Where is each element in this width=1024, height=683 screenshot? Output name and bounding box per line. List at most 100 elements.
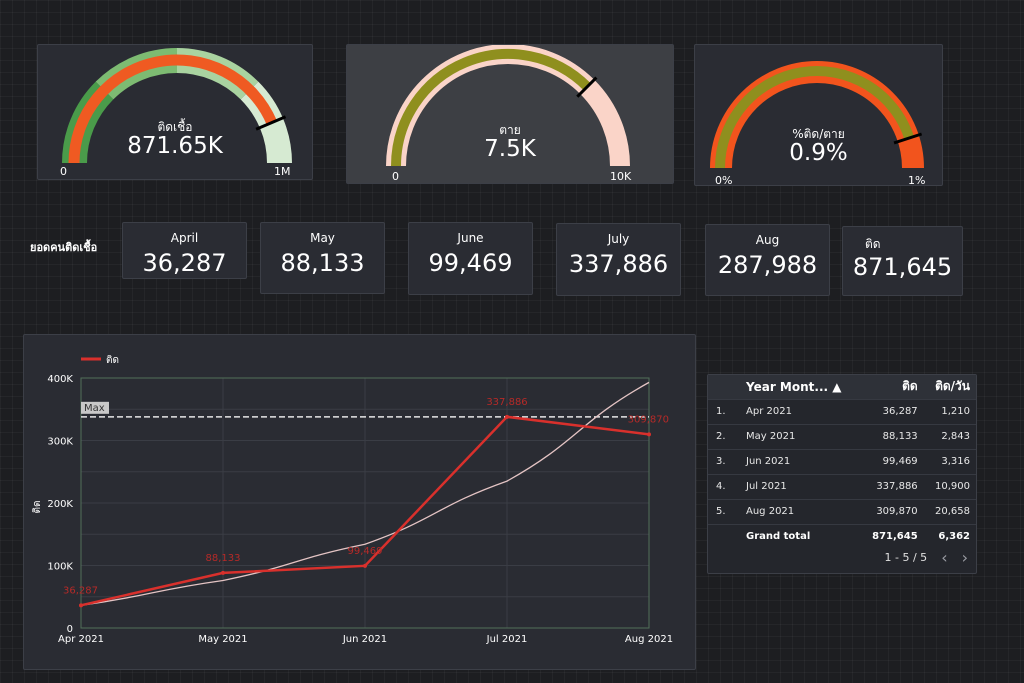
row-month: Apr 2021: [740, 398, 860, 424]
data-point[interactable]: [505, 414, 509, 419]
gauge-infected-label: ติดเชื้อ: [157, 120, 193, 134]
kpi-value: 337,886: [568, 250, 669, 278]
data-label: 36,287: [63, 585, 98, 596]
total-label: Grand total: [740, 523, 860, 549]
x-tick-label: Jun 2021: [342, 634, 387, 645]
gauge-card-death-rate: %ติด/ตาย 0.9% 0% 1%: [694, 44, 943, 186]
data-point[interactable]: [363, 563, 367, 568]
table-row: 5. Aug 2021 309,870 20,658: [708, 498, 976, 524]
data-label: 99,469: [348, 546, 383, 557]
gauge-infected-max: 1M: [274, 165, 291, 178]
kpi-value: 871,645: [852, 253, 953, 281]
data-point[interactable]: [221, 570, 225, 575]
row-index: 4.: [708, 473, 740, 499]
kpi-card-may: May 88,133: [260, 222, 385, 294]
gauge-deaths-value: 7.5K: [484, 136, 536, 162]
row-cases: 88,133: [859, 423, 924, 449]
table-header-per-day[interactable]: ติด/วัน: [923, 375, 976, 399]
row-per-day: 1,210: [923, 398, 976, 424]
table-row: 4. Jul 2021 337,886 10,900: [708, 473, 976, 499]
gauge-deaths: [386, 45, 630, 167]
pagination-text: 1 - 5 / 5: [884, 551, 928, 564]
kpi-card-june: June 99,469: [408, 222, 533, 295]
total-cases: 871,645: [859, 523, 924, 549]
gauge-infected-min: 0: [60, 165, 67, 178]
table-row: 1. Apr 2021 36,287 1,210: [708, 398, 976, 424]
row-per-day: 10,900: [923, 473, 976, 499]
gauge-card-deaths: ตาย 7.5K 0 10K: [346, 44, 674, 184]
table-row: 2. May 2021 88,133 2,843: [708, 423, 976, 449]
kpi-label: May: [310, 231, 335, 245]
gauge-infected: [62, 48, 292, 164]
table-header-row: Year Mont... ▲ ติด ติด/วัน: [708, 375, 976, 399]
row-per-day: 2,843: [923, 423, 976, 449]
y-tick-label: 300K: [47, 437, 73, 448]
data-label: 337,886: [486, 397, 527, 408]
kpi-label: April: [170, 231, 199, 245]
x-tick-label: Aug 2021: [625, 634, 673, 645]
row-month: May 2021: [740, 423, 860, 449]
kpi-card-total: ติด 871,645: [842, 226, 963, 296]
gauge-progress-bar: [391, 49, 591, 167]
row-index: 3.: [708, 448, 740, 474]
kpi-label: Aug: [755, 233, 780, 247]
total-per-day: 6,362: [923, 523, 976, 549]
line-chart: 0 100K 200K 300K 400K Apr 2021 May 2021 Jun 202…: [32, 355, 673, 645]
legend-label: ติด: [106, 355, 119, 366]
gauge-death-rate: [710, 61, 924, 169]
gauge-deaths-label: ตาย: [499, 123, 521, 137]
kpi-value: 287,988: [717, 251, 818, 279]
table-row: 3. Jun 2021 99,469 3,316: [708, 448, 976, 474]
y-tick-label: 400K: [47, 374, 73, 385]
prev-page-button[interactable]: ‹: [941, 548, 948, 567]
monthly-table-card: Year Mont... ▲ ติด ติด/วัน 1. Apr 2021 3…: [707, 374, 977, 574]
data-label: 309,870: [628, 414, 669, 425]
table-header-month[interactable]: Year Mont... ▲: [740, 375, 860, 399]
row-cases: 36,287: [859, 398, 924, 424]
next-page-button[interactable]: ›: [961, 548, 968, 567]
row-per-day: 20,658: [923, 498, 976, 524]
line-chart-card: 0 100K 200K 300K 400K Apr 2021 May 2021 Jun 202…: [23, 334, 696, 670]
x-tick-label: Jul 2021: [486, 634, 528, 645]
gauge-target-marker: [576, 76, 598, 98]
row-cases: 337,886: [859, 473, 924, 499]
kpi-value: 36,287: [142, 249, 227, 277]
row-month: Aug 2021: [740, 498, 860, 524]
data-point[interactable]: [647, 432, 651, 437]
table-total-row: Grand total 871,645 6,362: [708, 523, 976, 549]
x-tick-label: May 2021: [198, 634, 247, 645]
monthly-table: Year Mont... ▲ ติด ติด/วัน 1. Apr 2021 3…: [708, 375, 976, 549]
table-header-index: [708, 375, 740, 399]
kpi-label: July: [607, 232, 630, 246]
chart-legend: ติด: [81, 355, 119, 366]
chart-marks: Max 36,287 88,133 99,469 337,886 309,870: [63, 381, 669, 608]
plot-area-border: [80, 377, 650, 629]
gauge-death-rate-min: 0%: [715, 174, 733, 186]
max-reference-label-bg: [81, 401, 109, 414]
gauge-card-infected: ติดเชื้อ 871.65K 0 1M: [37, 44, 313, 180]
gauge-death-rate-value: 0.9%: [789, 140, 848, 166]
data-label: 88,133: [206, 553, 241, 564]
kpi-value: 88,133: [280, 249, 365, 277]
y-tick-label: 200K: [47, 499, 73, 510]
gauge-death-rate-max: 1%: [908, 174, 926, 186]
chart-grid: 0 100K 200K 300K 400K Apr 2021 May 2021 Jun 202…: [47, 374, 673, 645]
kpi-card-april: April 36,287: [122, 222, 247, 279]
kpi-card-july: July 337,886: [556, 223, 681, 296]
row-per-day: 3,316: [923, 448, 976, 474]
x-tick-label: Apr 2021: [58, 634, 104, 645]
gauge-target-marker: [893, 132, 923, 145]
kpi-label: June: [457, 231, 484, 245]
row-month: Jun 2021: [740, 448, 860, 474]
trendline: [80, 381, 650, 606]
row-index: 1.: [708, 398, 740, 424]
data-point[interactable]: [79, 603, 83, 608]
row-month: Jul 2021: [740, 473, 860, 499]
kpi-value: 99,469: [428, 249, 513, 277]
table-header-cases[interactable]: ติด: [859, 375, 924, 399]
kpi-label: ติด: [865, 237, 881, 251]
gauge-progress-bar: [68, 54, 277, 164]
chart-y-axis-title: ติด: [32, 501, 43, 514]
gauge-death-rate-label: %ติด/ตาย: [792, 127, 845, 141]
row-index: [708, 523, 740, 549]
